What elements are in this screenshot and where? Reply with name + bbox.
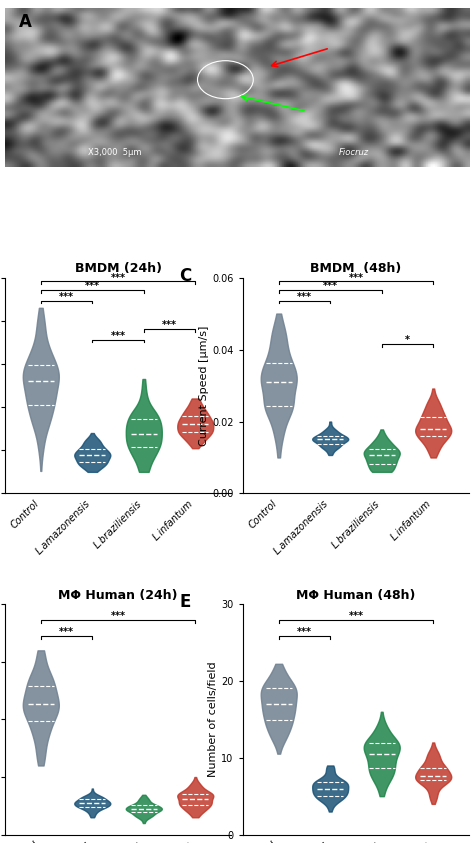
Text: ***: *** — [110, 611, 126, 621]
Text: X3,000  5μm: X3,000 5μm — [88, 148, 142, 158]
Title: MΦ Human (24h): MΦ Human (24h) — [58, 588, 178, 602]
Text: ***: *** — [323, 282, 337, 292]
Title: BMDM (24h): BMDM (24h) — [74, 262, 162, 275]
Y-axis label: Number of cells/field: Number of cells/field — [209, 662, 219, 777]
Text: ***: *** — [297, 627, 312, 637]
Text: ***: *** — [348, 611, 364, 621]
Y-axis label: Current Speed [μm/s]: Current Speed [μm/s] — [200, 325, 210, 446]
Text: ***: *** — [348, 273, 364, 282]
Text: ***: *** — [85, 282, 100, 292]
Text: ***: *** — [110, 331, 126, 341]
Text: C: C — [179, 266, 191, 285]
Text: ***: *** — [110, 273, 126, 282]
Text: ***: *** — [59, 293, 74, 302]
Title: MΦ Human (48h): MΦ Human (48h) — [296, 588, 416, 602]
Text: ***: *** — [59, 627, 74, 637]
Text: ***: *** — [297, 293, 312, 302]
Text: Fiocruz: Fiocruz — [339, 148, 369, 158]
Text: *: * — [405, 336, 410, 346]
Text: ***: *** — [162, 320, 177, 330]
Text: E: E — [179, 593, 191, 611]
Text: A: A — [18, 13, 32, 31]
Title: BMDM  (48h): BMDM (48h) — [310, 262, 401, 275]
